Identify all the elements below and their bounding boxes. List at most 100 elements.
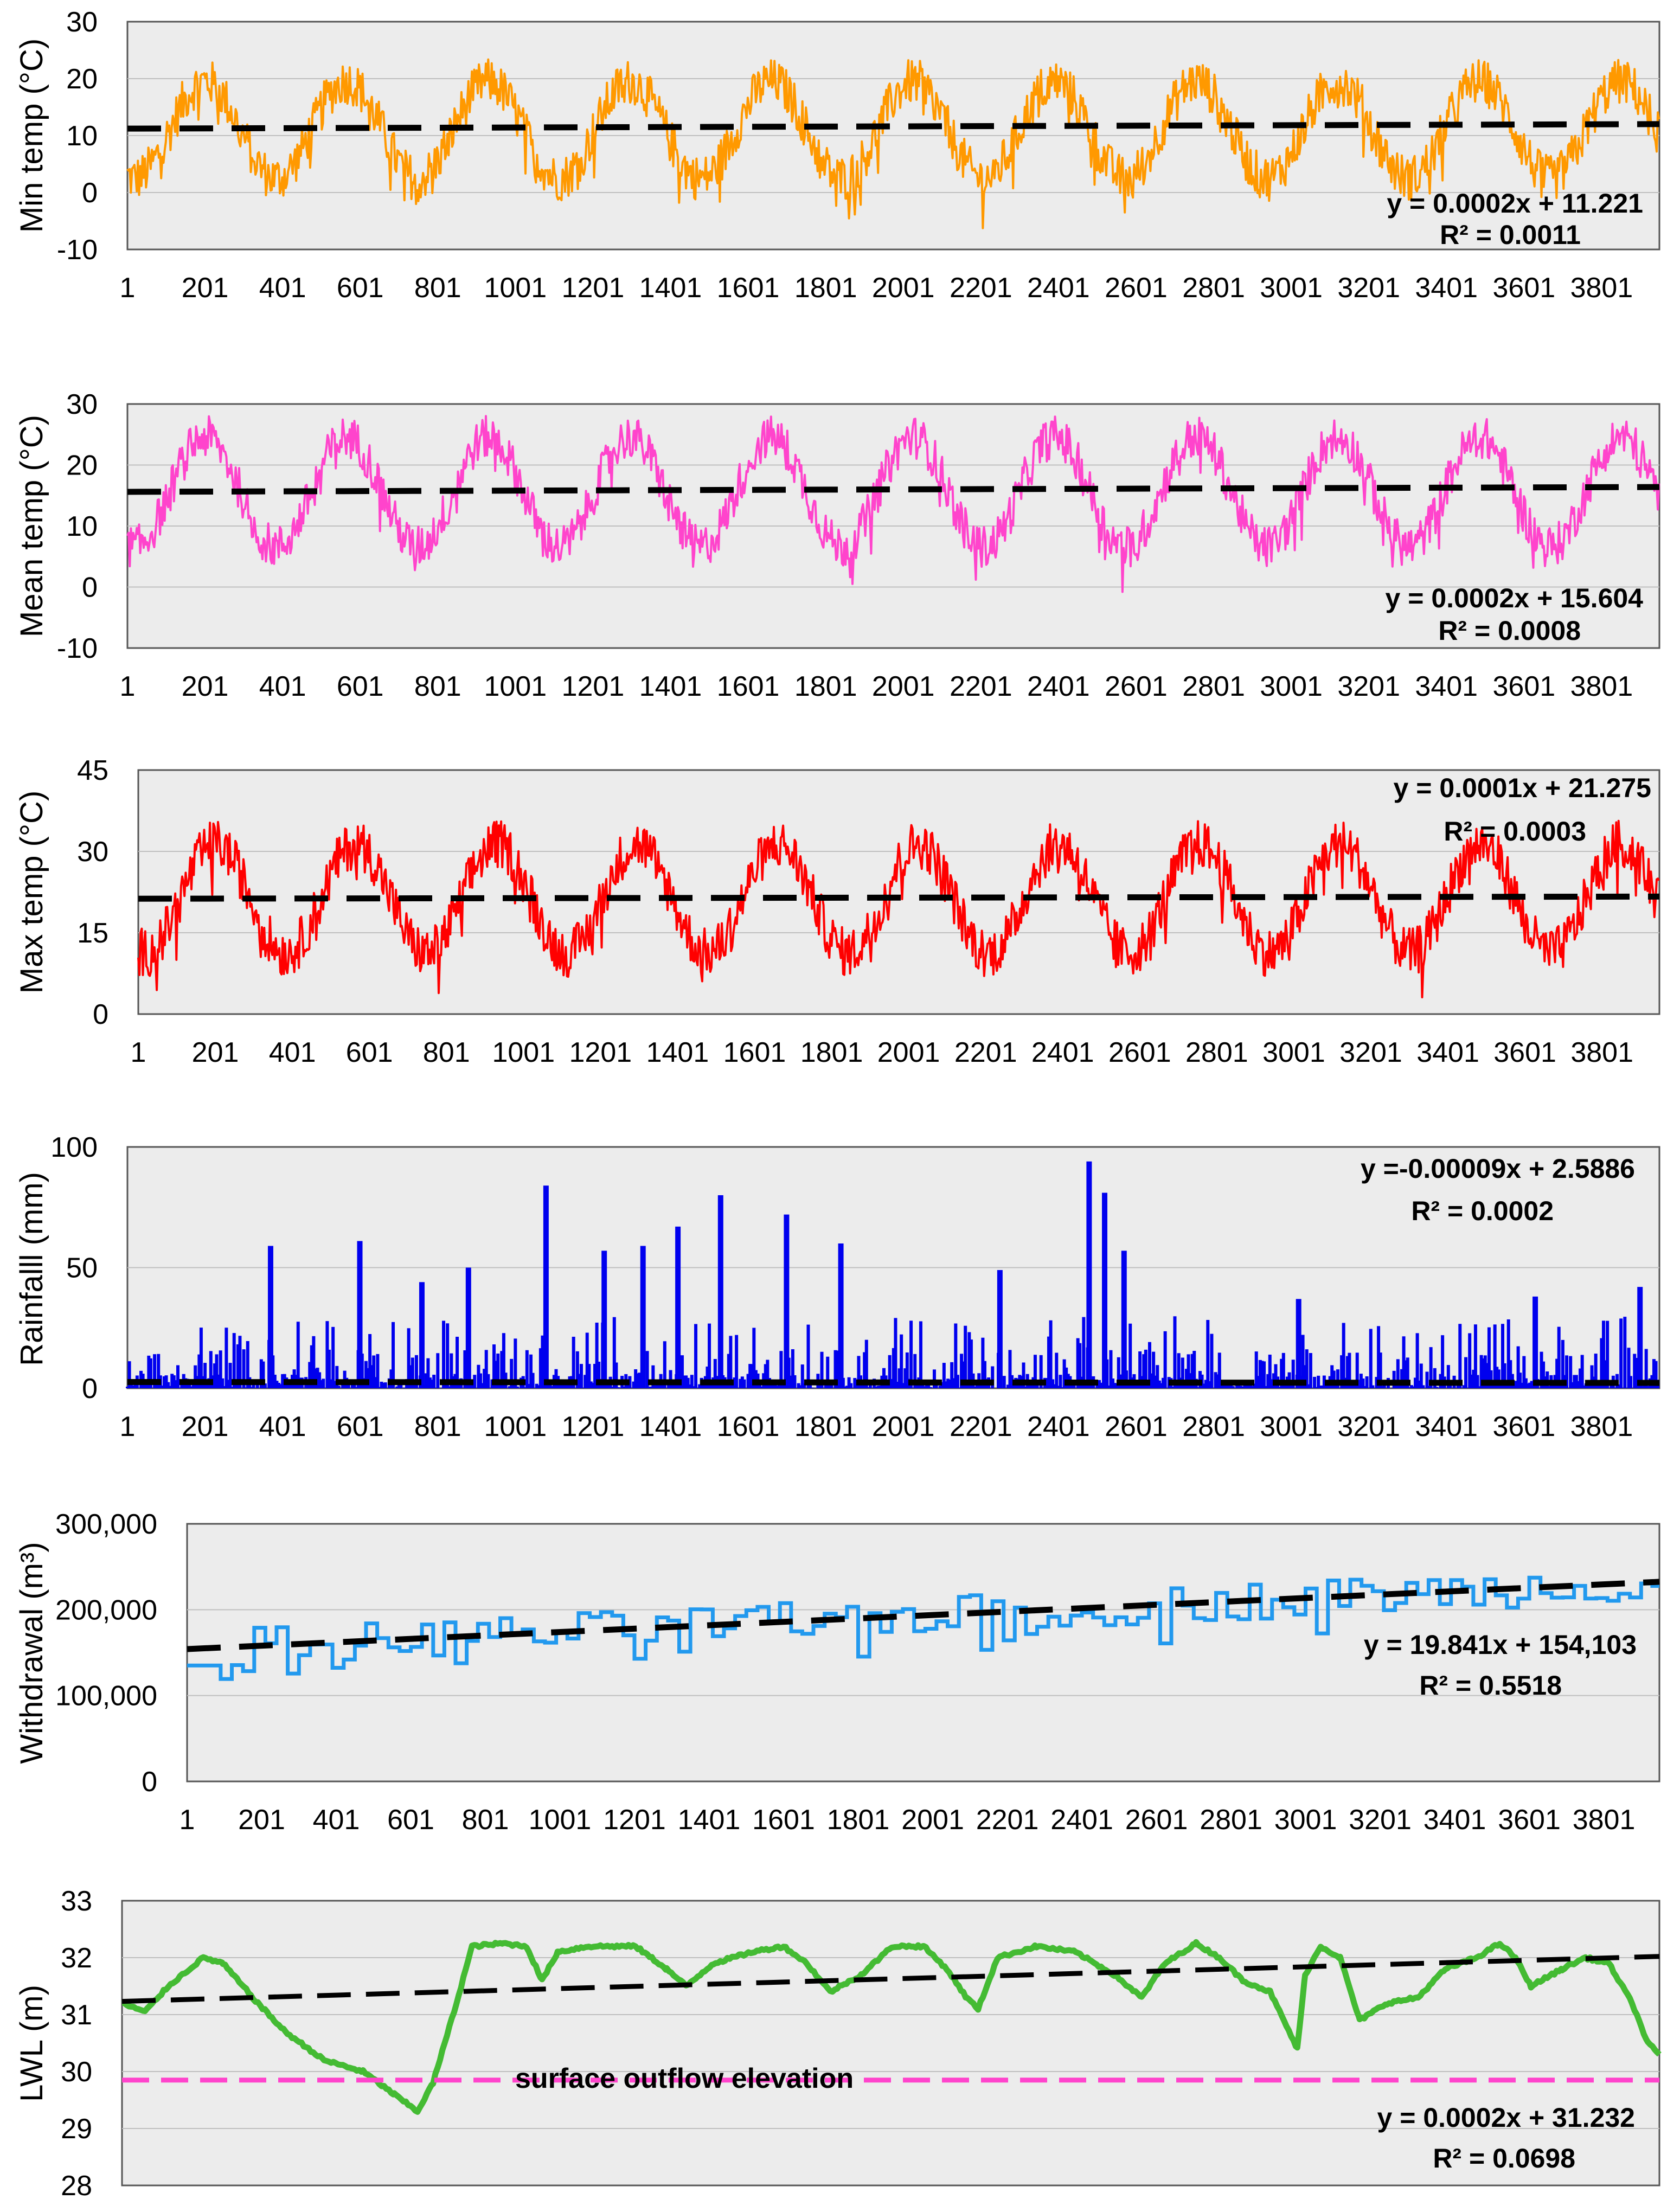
surface-outflow-label: surface outflow elevation: [515, 2063, 854, 2094]
y-tick-labels: 0 50 100: [50, 1132, 98, 1405]
x-tick-label: 2601: [1105, 1411, 1168, 1442]
y-tick-label: 32: [61, 1942, 92, 1974]
y-tick-label: 300,000: [55, 1509, 157, 1540]
y-axis-label: Min temp (°C): [14, 39, 49, 233]
x-tick-label: 801: [410, 2208, 457, 2212]
x-tick-label: 2201: [947, 2208, 1010, 2212]
x-tick-label: 3401: [1416, 1037, 1479, 1068]
trend-line: [138, 893, 1660, 902]
x-tick-label: 401: [313, 1804, 360, 1836]
x-tick-label: 1401: [678, 1804, 741, 1836]
series-line: [137, 819, 1660, 998]
x-tick-label: 2001: [872, 671, 935, 702]
trend-equation: y = 0.0001x + 21.275: [1394, 773, 1651, 803]
x-tick-label: 3401: [1415, 671, 1478, 702]
trend-equation: y =-0.00009x + 2.5886: [1361, 1153, 1635, 1184]
x-tick-label: 801: [462, 1804, 509, 1836]
y-tick-label: 30: [66, 7, 98, 38]
y-tick-labels: -10 0 10 20 30: [57, 7, 98, 266]
x-tick-label: 3201: [1337, 671, 1400, 702]
x-tick-label: 3801: [1570, 2208, 1633, 2212]
x-tick-label: 1401: [639, 272, 702, 304]
x-tick-label: 201: [182, 1411, 229, 1442]
x-tick-label: 1: [120, 1411, 136, 1442]
x-tick-label: 3401: [1414, 2208, 1477, 2212]
x-tick-label: 2801: [1182, 671, 1245, 702]
x-tick-label: 2001: [872, 272, 935, 304]
x-tick-label: 3201: [1337, 272, 1400, 304]
x-tick-label: 801: [423, 1037, 470, 1068]
gridlines: [187, 1609, 1659, 1696]
x-tick-label: 3001: [1260, 1411, 1323, 1442]
x-tick-label: 1601: [717, 671, 780, 702]
x-tick-label: 1801: [794, 1411, 857, 1442]
x-tick-label: 201: [192, 1037, 239, 1068]
x-tick-label: 601: [387, 1804, 434, 1836]
x-tick-label: 401: [259, 272, 306, 304]
x-tick-label: 1601: [752, 1804, 815, 1836]
y-tick-label: -10: [57, 633, 98, 664]
x-tick-label: 1201: [562, 272, 625, 304]
x-tick-label: 3401: [1415, 272, 1478, 304]
y-tick-label: 0: [93, 999, 108, 1030]
x-tick-label: 1001: [484, 671, 547, 702]
x-tick-label: 3801: [1570, 671, 1633, 702]
x-tick-label: 3001: [1259, 2208, 1322, 2212]
x-tick-label: 3601: [1498, 1804, 1561, 1836]
x-tick-label: 2401: [1050, 1804, 1113, 1836]
x-tick-label: 2601: [1105, 272, 1168, 304]
x-tick-label: 3201: [1349, 1804, 1412, 1836]
x-tick-label: 2201: [950, 1411, 1012, 1442]
x-tick-label: 601: [346, 1037, 393, 1068]
series: [126, 415, 1660, 593]
trend-line: [127, 1379, 1660, 1386]
y-tick-label: 30: [77, 836, 108, 868]
x-tick-label: 2001: [869, 2208, 932, 2212]
x-tick-label: 2401: [1027, 272, 1090, 304]
x-tick-label: 3201: [1337, 1411, 1400, 1442]
x-tick-label: 3601: [1492, 671, 1555, 702]
gridlines: [122, 1957, 1659, 2129]
x-tick-label: 3601: [1492, 272, 1555, 304]
x-tick-label: 801: [414, 272, 461, 304]
x-tick-label: 2601: [1108, 1037, 1171, 1068]
x-tick-label: 2201: [976, 1804, 1039, 1836]
x-tick-label: 1601: [717, 1411, 780, 1442]
x-tick-label: 3601: [1492, 1411, 1555, 1442]
y-tick-label: 45: [77, 755, 108, 786]
series: [187, 1575, 1659, 1681]
x-tick-label: 2201: [954, 1037, 1017, 1068]
x-tick-label: 1801: [791, 2208, 854, 2212]
y-axis-label: Mean temp (°C): [14, 415, 49, 637]
trend-line: [127, 484, 1660, 495]
x-tick-label: 1801: [800, 1037, 863, 1068]
r-squared: R² = 0.0698: [1433, 2143, 1575, 2173]
y-tick-label: 30: [61, 2056, 92, 2088]
x-tick-label: 1001: [484, 1411, 547, 1442]
x-tick-label: 2401: [1027, 671, 1090, 702]
y-tick-label: 28: [61, 2170, 92, 2202]
y-tick-label: 10: [66, 511, 98, 542]
r-squared: R² = 0.0002: [1411, 1196, 1554, 1226]
x-tick-label: 1201: [558, 2208, 621, 2212]
x-tick-label: 2401: [1025, 2208, 1088, 2212]
x-tick-label: 801: [414, 1411, 461, 1442]
x-tick-label: 801: [414, 671, 461, 702]
x-tick-label: 1401: [639, 671, 702, 702]
x-tick-label: 1201: [562, 1411, 625, 1442]
x-tick-label: 3001: [1274, 1804, 1337, 1836]
x-tick-label: 2601: [1125, 1804, 1188, 1836]
trend-equation: y = 0.0002x + 11.221: [1387, 188, 1643, 219]
x-tick-label: 201: [182, 671, 229, 702]
x-tick-label: 2801: [1182, 272, 1245, 304]
x-tick-label: 1601: [723, 1037, 786, 1068]
series-line: [126, 415, 1660, 593]
y-tick-label: 50: [66, 1253, 98, 1284]
